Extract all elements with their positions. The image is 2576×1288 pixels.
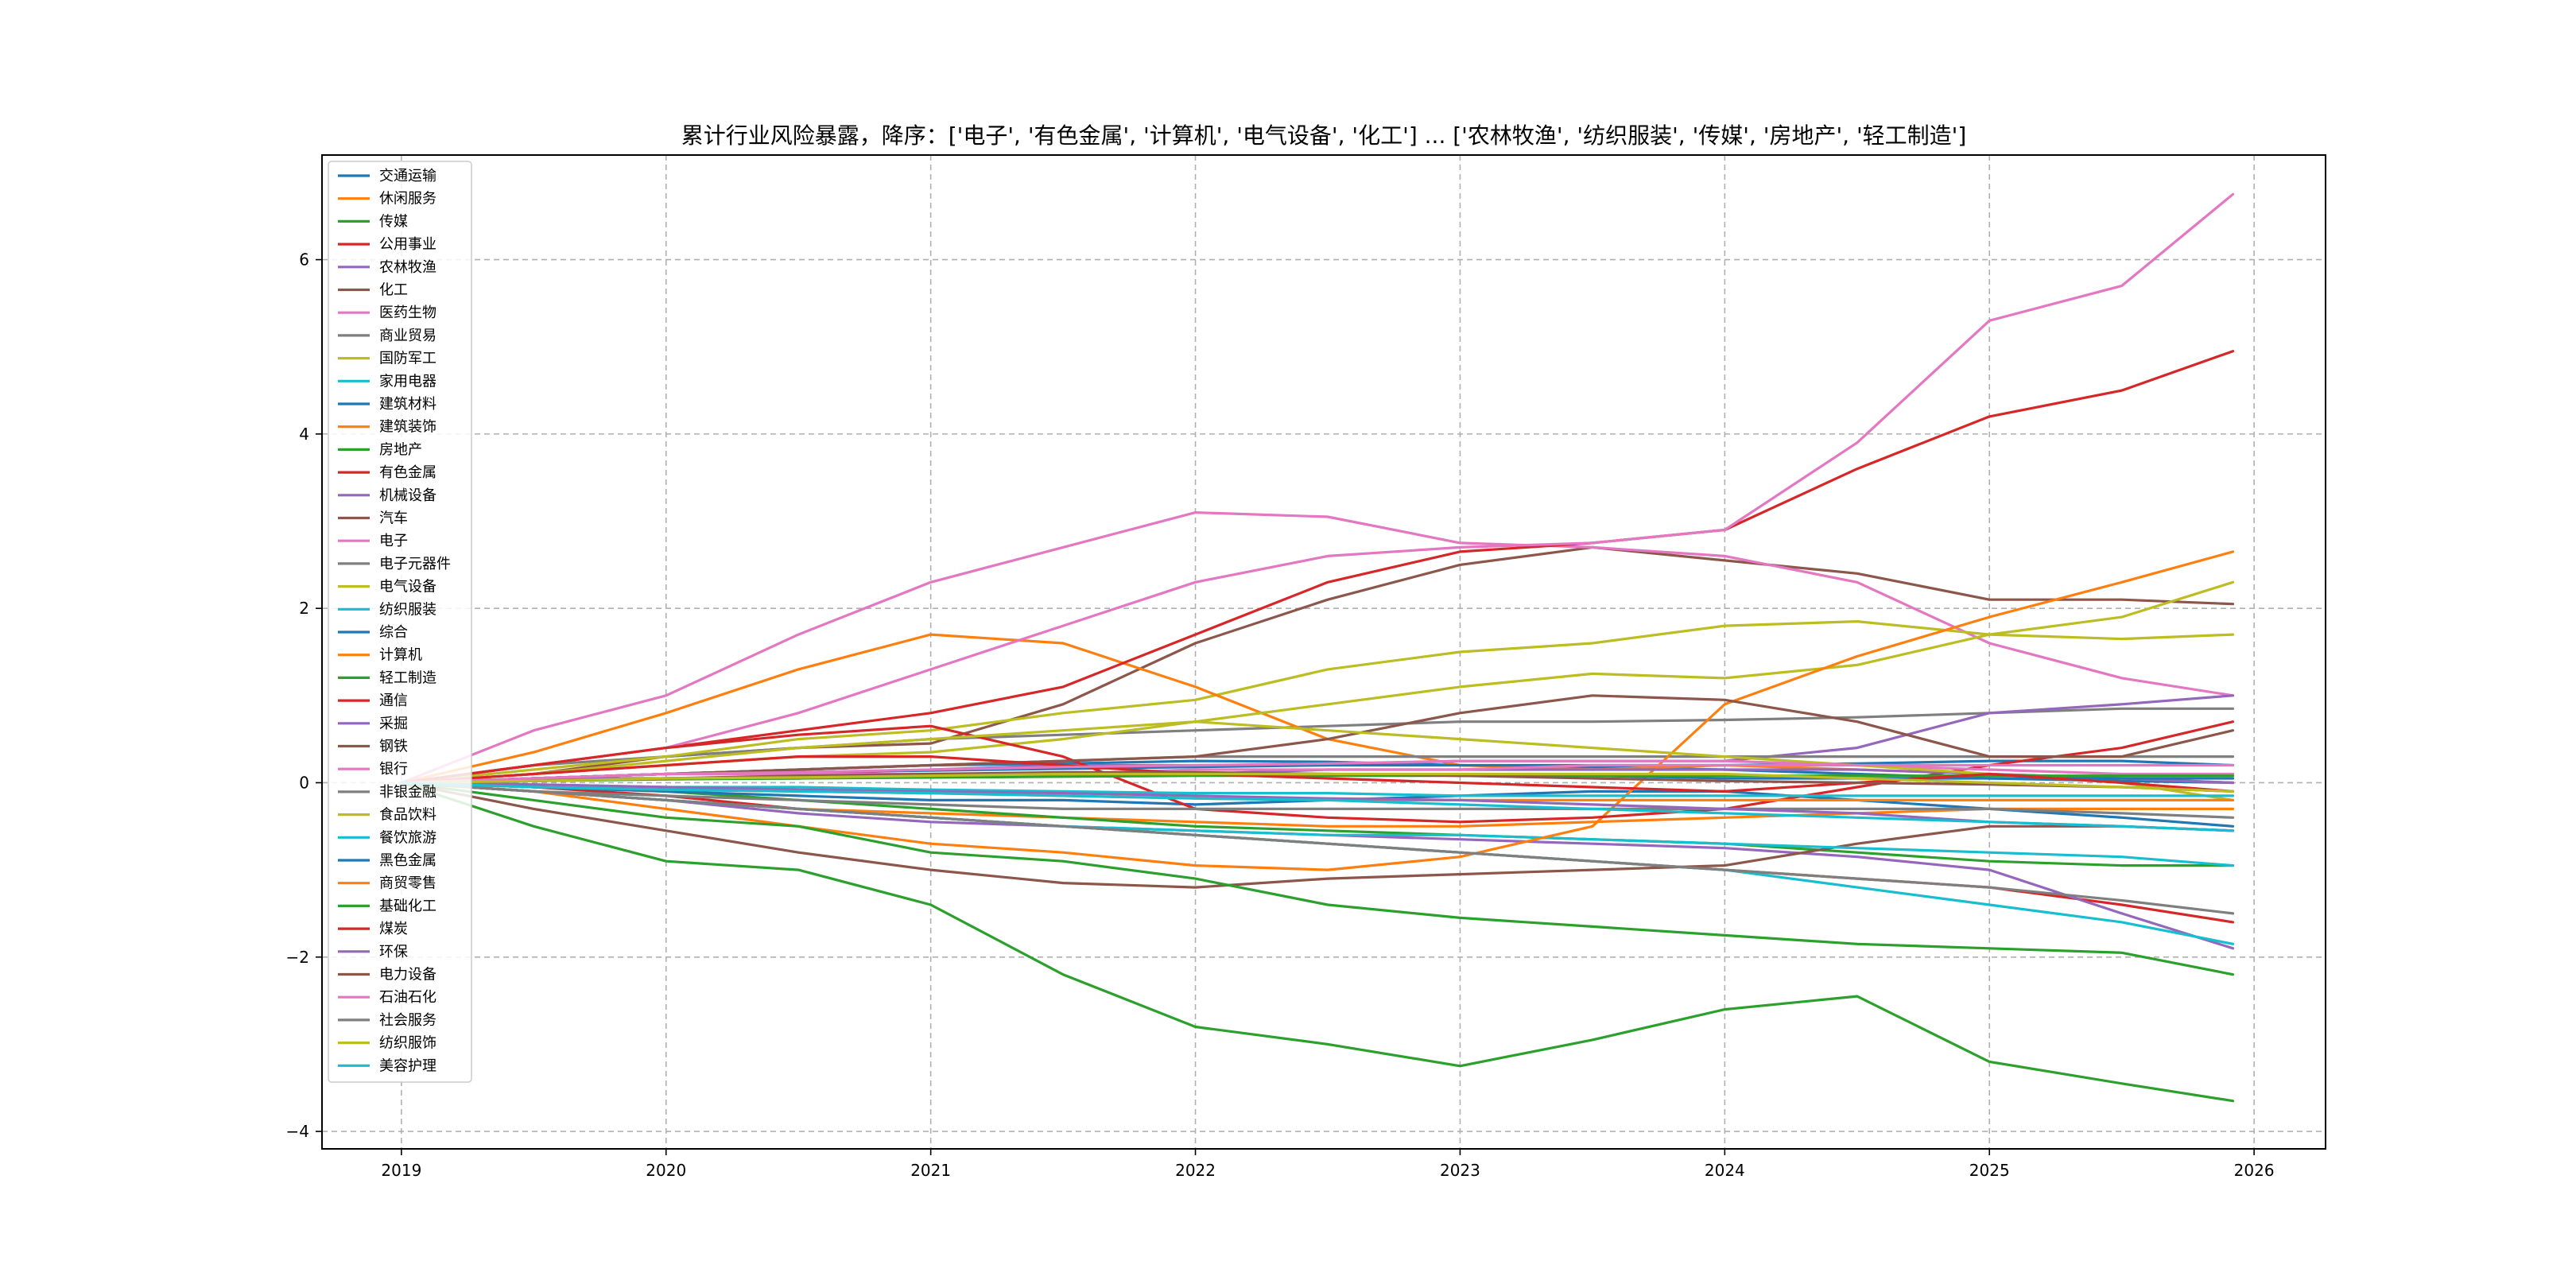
series-lines — [402, 194, 2233, 1100]
legend-label: 纺织服饰 — [379, 1035, 436, 1052]
legend-label: 休闲服务 — [379, 191, 436, 208]
chart-title: 累计行业风险暴露，降序：['电子', '有色金属', '计算机', '电气设备'… — [681, 122, 1967, 149]
series-line-7 — [402, 513, 2233, 783]
legend-label: 美容护理 — [379, 1057, 436, 1074]
y-tick-label: 0 — [299, 773, 309, 792]
series-line-14 — [402, 351, 2233, 783]
y-tick-label: −4 — [286, 1122, 309, 1141]
legend-label: 化工 — [379, 282, 408, 299]
legend-label: 房地产 — [379, 441, 422, 458]
legend-label: 传媒 — [379, 213, 408, 230]
legend-label: 农林牧渔 — [379, 259, 436, 276]
legend-label: 电子元器件 — [379, 556, 451, 572]
legend-label: 石油石化 — [379, 989, 436, 1006]
legend-label: 基础化工 — [379, 898, 436, 914]
x-tick-label: 2026 — [2234, 1161, 2275, 1180]
legend-label: 建筑材料 — [379, 396, 436, 413]
legend-label: 采掘 — [379, 716, 408, 732]
legend-label: 电力设备 — [379, 967, 436, 983]
y-tick-label: 4 — [299, 425, 309, 444]
legend-label: 环保 — [379, 944, 408, 960]
legend-label: 电气设备 — [379, 579, 436, 596]
x-tick-label: 2022 — [1175, 1161, 1216, 1180]
y-tick-label: 6 — [299, 250, 309, 270]
line-chart: 累计行业风险暴露，降序：['电子', '有色金属', '计算机', '电气设备'… — [0, 0, 2576, 1288]
legend-label: 汽车 — [379, 510, 408, 527]
legend-label: 建筑装饰 — [379, 419, 436, 436]
axes: 2019 2020 2021 2022 2023 2024 2025 2026 −4 −2 0 2 4 6 — [286, 155, 2326, 1180]
legend-label: 有色金属 — [379, 464, 436, 481]
legend-label: 机械设备 — [379, 487, 436, 504]
legend-label: 交通运输 — [379, 168, 436, 184]
y-tick-label: −2 — [286, 948, 309, 967]
legend-label: 煤炭 — [379, 921, 408, 937]
legend-label: 社会服务 — [379, 1012, 436, 1029]
legend-label: 非银金融 — [379, 784, 436, 801]
legend-label: 家用电器 — [379, 373, 436, 390]
series-line-19 — [402, 582, 2233, 782]
x-tick-label: 2023 — [1440, 1161, 1480, 1180]
legend-label: 综合 — [379, 624, 408, 641]
legend-label: 轻工制造 — [379, 669, 436, 686]
legend-label: 餐饮旅游 — [379, 829, 436, 846]
legend-label: 银行 — [379, 761, 408, 778]
legend-label: 医药生物 — [379, 305, 436, 321]
legend-label: 计算机 — [379, 647, 422, 664]
legend-label: 纺织服装 — [379, 601, 436, 618]
x-tick-label: 2021 — [910, 1161, 951, 1180]
x-tick-label: 2024 — [1705, 1161, 1745, 1180]
legend-label: 电子 — [379, 533, 408, 549]
legend-label: 商业贸易 — [379, 328, 436, 344]
legend-label: 公用事业 — [379, 236, 436, 253]
x-tick-label: 2025 — [1969, 1161, 2010, 1180]
y-tick-label: 2 — [299, 599, 309, 618]
legend-label: 国防军工 — [379, 351, 436, 367]
legend-label: 钢铁 — [379, 739, 408, 755]
x-tick-label: 2019 — [381, 1161, 421, 1180]
series-line-17 — [402, 194, 2233, 782]
legend-label: 食品饮料 — [379, 807, 436, 824]
legend-label: 黑色金属 — [379, 852, 436, 869]
legend-label: 通信 — [379, 692, 408, 709]
legend-label: 商贸零售 — [379, 875, 436, 892]
series-line-9 — [402, 622, 2233, 783]
legend: 交通运输休闲服务传媒公用事业农林牧渔化工医药生物商业贸易国防军工家用电器建筑材料… — [328, 161, 471, 1082]
x-tick-label: 2020 — [646, 1161, 686, 1180]
